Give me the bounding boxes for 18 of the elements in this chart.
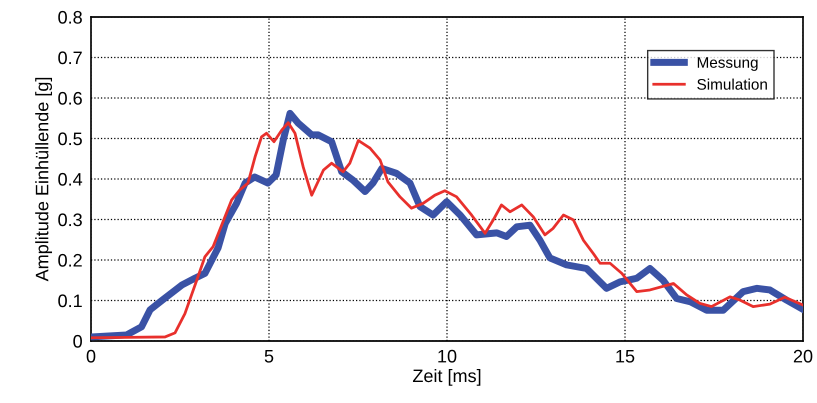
- x-tick-label: 15: [616, 350, 634, 363]
- y-tick-label: 0.6: [58, 92, 82, 105]
- x-tick-label: 0: [86, 350, 96, 363]
- y-tick-label: 0.7: [58, 51, 82, 64]
- y-axis-title: Amplitude Einhüllende [g]: [35, 78, 52, 282]
- x-tick-label: 10: [438, 350, 456, 363]
- y-tick-label: 0.5: [58, 132, 82, 146]
- legend-label: Messung: [698, 57, 758, 71]
- y-tick-label: 0.2: [58, 254, 82, 267]
- legend-label: Simulation: [697, 78, 767, 90]
- y-tick-label: 0.1: [58, 294, 82, 308]
- y-tick-label: 0: [73, 334, 82, 348]
- y-tick-label: 0.3: [58, 213, 82, 226]
- x-axis-title: Zeit [ms]: [412, 368, 480, 386]
- x-tick-label: 20: [794, 350, 812, 363]
- y-tick-label: 0.8: [58, 10, 82, 24]
- x-tick-label: 5: [264, 350, 274, 363]
- y-tick-label: 0.4: [58, 172, 82, 186]
